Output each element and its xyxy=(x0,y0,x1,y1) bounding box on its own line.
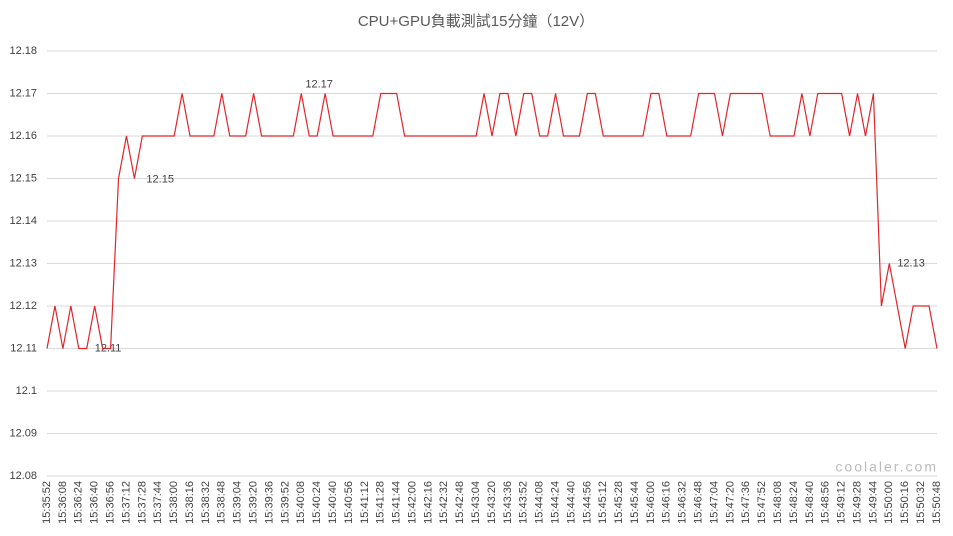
x-tick-label: 15:40:56 xyxy=(343,481,355,524)
x-tick-label: 15:44:08 xyxy=(534,481,546,524)
x-tick-label: 15:47:52 xyxy=(756,481,768,524)
x-tick-label: 15:43:04 xyxy=(470,481,482,524)
y-tick-label: 12.17 xyxy=(9,87,37,99)
x-tick-label: 15:47:36 xyxy=(740,481,752,524)
data-label: 12.13 xyxy=(897,257,925,269)
x-tick-label: 15:46:48 xyxy=(693,481,705,524)
x-tick-label: 15:40:24 xyxy=(311,481,323,524)
x-tick-label: 15:42:48 xyxy=(454,481,466,524)
x-tick-label: 15:43:36 xyxy=(502,481,514,524)
x-tick-label: 15:44:40 xyxy=(565,481,577,524)
x-tick-label: 15:43:20 xyxy=(486,481,498,524)
x-tick-label: 15:50:16 xyxy=(899,481,911,524)
x-tick-label: 15:48:08 xyxy=(772,481,784,524)
x-tick-label: 15:37:28 xyxy=(136,481,148,524)
y-tick-label: 12.15 xyxy=(9,172,37,184)
x-tick-label: 15:50:00 xyxy=(883,481,895,524)
x-tick-label: 15:42:00 xyxy=(406,481,418,524)
x-tick-label: 15:44:56 xyxy=(581,481,593,524)
y-tick-label: 12.13 xyxy=(9,257,37,269)
y-tick-label: 12.18 xyxy=(9,45,37,57)
x-tick-label: 15:44:24 xyxy=(549,481,561,524)
y-tick-label: 12.11 xyxy=(10,342,37,354)
x-tick-label: 15:47:20 xyxy=(724,481,736,524)
x-tick-label: 15:45:28 xyxy=(613,481,625,524)
x-tick-label: 15:43:52 xyxy=(518,481,530,524)
watermark: coolaler.com xyxy=(835,459,938,475)
data-label: 12.11 xyxy=(95,342,122,354)
x-tick-label: 15:36:24 xyxy=(73,481,85,524)
y-tick-label: 12.12 xyxy=(9,300,37,312)
chart-title: CPU+GPU負載測試15分鐘（12V） xyxy=(358,13,594,30)
x-tick-label: 15:39:20 xyxy=(248,481,260,524)
x-tick-label: 15:39:36 xyxy=(263,481,275,524)
y-tick-label: 12.1 xyxy=(16,385,37,397)
x-tick-label: 15:39:04 xyxy=(232,481,244,524)
x-tick-label: 15:37:44 xyxy=(152,481,164,524)
x-tick-label: 15:42:32 xyxy=(438,481,450,524)
x-tick-label: 15:38:16 xyxy=(184,481,196,524)
x-tick-label: 15:46:16 xyxy=(661,481,673,524)
x-tick-label: 15:37:12 xyxy=(120,481,132,524)
x-tick-label: 15:45:44 xyxy=(629,481,641,524)
x-tick-label: 15:41:28 xyxy=(375,481,387,524)
x-tick-label: 15:36:56 xyxy=(104,481,116,524)
x-tick-label: 15:39:52 xyxy=(279,481,291,524)
x-tick-label: 15:49:28 xyxy=(851,481,863,524)
x-tick-label: 15:41:12 xyxy=(359,481,371,524)
x-tick-label: 15:38:00 xyxy=(168,481,180,524)
x-tick-label: 15:50:32 xyxy=(915,481,927,524)
x-tick-label: 15:48:24 xyxy=(788,481,800,524)
x-tick-label: 15:38:48 xyxy=(216,481,228,524)
x-tick-label: 15:41:44 xyxy=(391,481,403,524)
x-tick-label: 15:50:48 xyxy=(931,481,943,524)
x-tick-label: 15:40:40 xyxy=(327,481,339,524)
y-tick-label: 12.16 xyxy=(9,130,37,142)
x-tick-label: 15:40:08 xyxy=(295,481,307,524)
x-tick-label: 15:48:40 xyxy=(804,481,816,524)
y-tick-label: 12.14 xyxy=(9,215,37,227)
x-tick-label: 15:38:32 xyxy=(200,481,212,524)
x-tick-label: 15:47:04 xyxy=(708,481,720,524)
x-tick-label: 15:36:40 xyxy=(89,481,101,524)
y-tick-label: 12.09 xyxy=(9,427,37,439)
x-tick-label: 15:48:56 xyxy=(820,481,832,524)
x-tick-label: 15:42:16 xyxy=(422,481,434,524)
x-tick-label: 15:46:00 xyxy=(645,481,657,524)
x-tick-label: 15:45:12 xyxy=(597,481,609,524)
series-line xyxy=(46,92,938,350)
x-tick-label: 15:49:44 xyxy=(867,481,879,524)
x-tick-label: 15:36:08 xyxy=(57,481,69,524)
data-label: 12.17 xyxy=(305,78,333,90)
data-label: 12.15 xyxy=(146,173,174,185)
x-tick-label: 15:49:12 xyxy=(836,481,848,524)
x-tick-label: 15:35:52 xyxy=(41,481,53,524)
x-tick-label: 15:46:32 xyxy=(677,481,689,524)
y-tick-label: 12.08 xyxy=(9,470,37,482)
